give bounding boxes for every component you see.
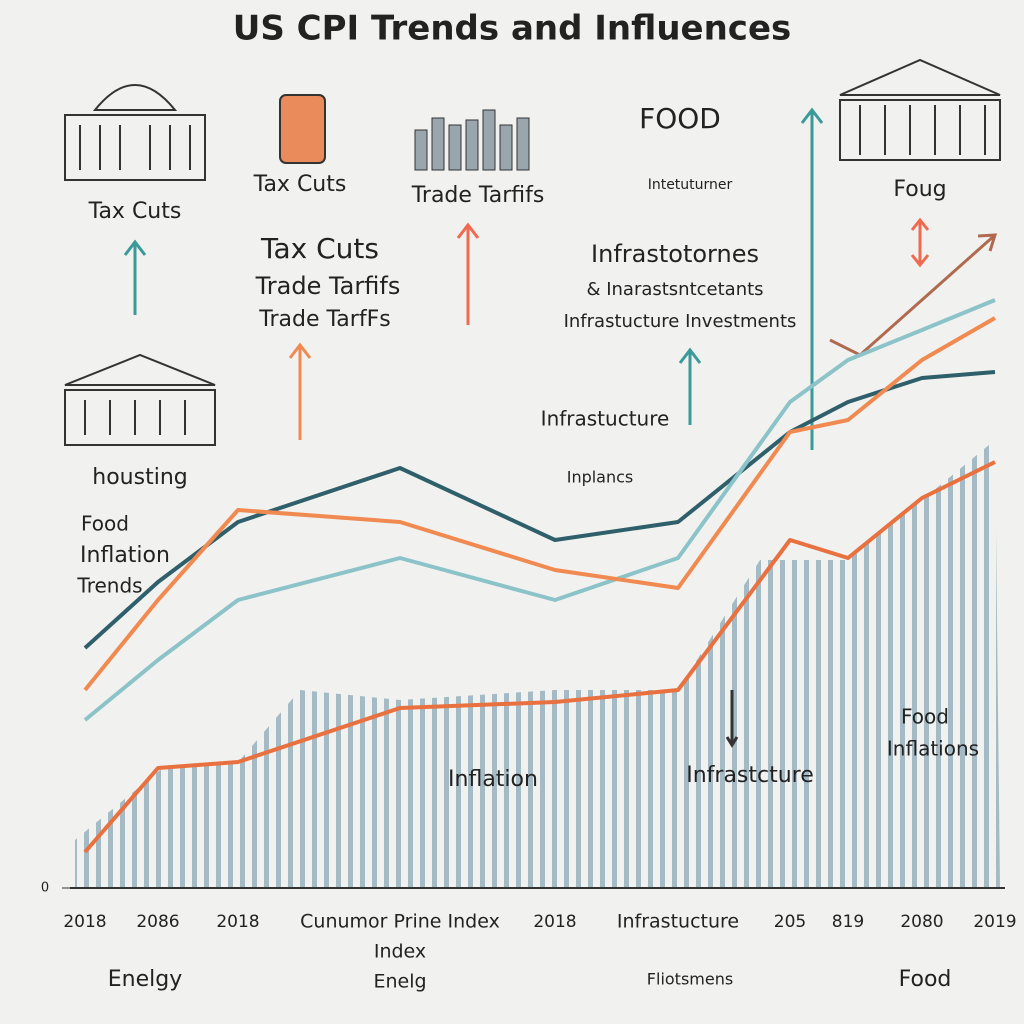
x-tick-label: 819 xyxy=(832,912,864,932)
annotation: Trade Tarfifs xyxy=(411,183,545,208)
annotation: Intetuturner xyxy=(648,177,733,193)
annotation: Inflation xyxy=(448,767,538,792)
annotation: Tax Cuts xyxy=(253,172,347,197)
annotation: Enelg xyxy=(373,971,426,993)
line xyxy=(83,460,996,854)
background-bars xyxy=(75,440,1000,888)
y-tick-label: 0 xyxy=(41,881,49,896)
x-tick-label: 2086 xyxy=(136,912,179,932)
annotation: Foug xyxy=(893,177,946,202)
annotation: Infrastucture Investments xyxy=(564,311,797,332)
annotation: Infrastucture xyxy=(541,407,670,431)
annotation: FOOD xyxy=(639,102,721,135)
chart-title: US CPI Trends and Influences xyxy=(233,9,792,49)
annotation: Trade Tarfifs xyxy=(255,272,401,300)
annotation: Inflations xyxy=(887,737,979,761)
annotation: Infrastotornes xyxy=(591,240,759,268)
annotation: Trade TarfFs xyxy=(258,307,390,332)
annotation: Fliotsmens xyxy=(647,970,733,989)
x-tick-label: 2018 xyxy=(216,912,259,932)
annotation: Inflation xyxy=(80,543,170,568)
x-tick-label: Infrastucture xyxy=(617,911,739,933)
annotation: Enelgy xyxy=(108,967,182,992)
annotation: housting xyxy=(92,465,187,490)
x-tick-label: 205 xyxy=(774,912,806,932)
annotation: Tax Cuts xyxy=(88,199,182,224)
bar-icon xyxy=(414,109,530,171)
annotation: & Inarastsntcetants xyxy=(586,279,763,300)
x-tick-label: 2018 xyxy=(533,912,576,932)
x-tick-label: 2018 xyxy=(63,912,106,932)
annotation: Trends xyxy=(76,574,142,598)
building-icon xyxy=(64,58,1001,446)
annotation: Inplancs xyxy=(567,468,634,487)
annotation: Infrastcture xyxy=(686,763,814,788)
annotation: Food xyxy=(81,512,129,536)
arrow xyxy=(123,107,998,748)
annotation: Index xyxy=(374,941,426,963)
annotation: Food xyxy=(899,967,952,992)
x-tick-label: 2019 xyxy=(973,912,1016,932)
cup-icon xyxy=(279,94,326,164)
annotation: Tax Cuts xyxy=(260,232,379,265)
x-tick-label: Cunumor Prine Index xyxy=(300,911,500,933)
line xyxy=(83,316,996,692)
annotation: Food xyxy=(901,705,949,729)
x-tick-label: 2080 xyxy=(900,912,943,932)
